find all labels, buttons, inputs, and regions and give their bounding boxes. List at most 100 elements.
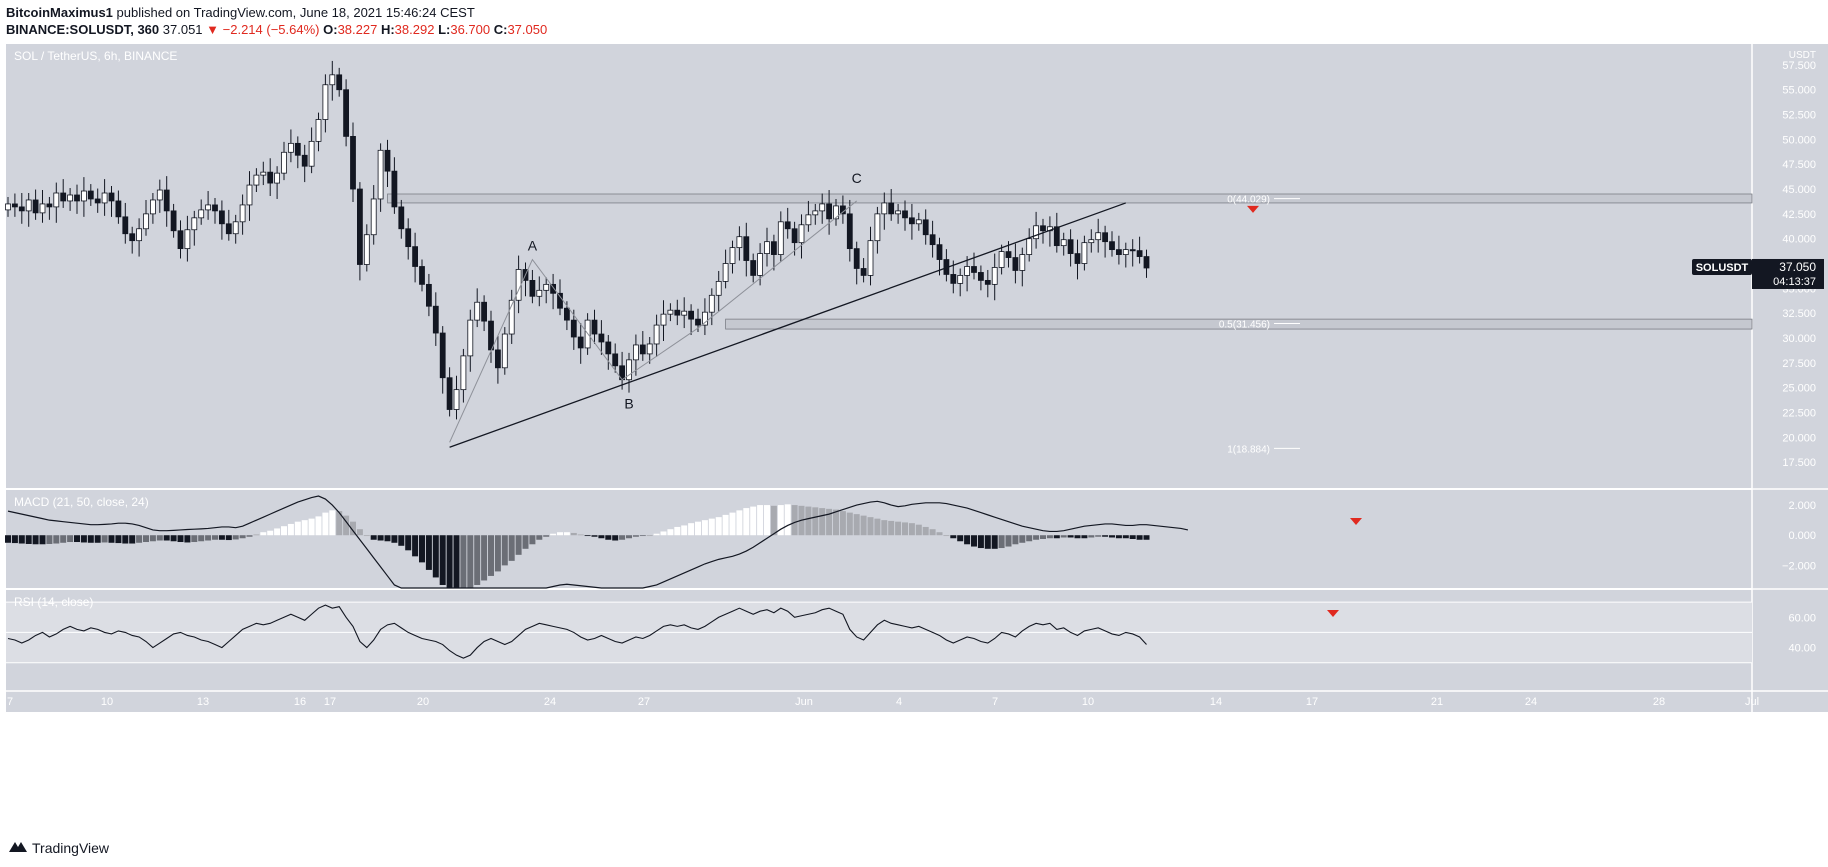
bullish-candle — [964, 266, 970, 276]
bearish-candle — [267, 171, 274, 184]
macd-histogram-bar — [218, 535, 225, 540]
macd-histogram-bar — [860, 515, 867, 536]
macd-histogram-bar — [895, 521, 902, 536]
bullish-candle — [287, 142, 294, 153]
bearish-candle — [570, 319, 577, 338]
macd-histogram-bar — [46, 535, 53, 544]
bearish-candle — [1040, 225, 1046, 232]
wave-label-a: A — [528, 238, 538, 254]
macd-histogram-bar — [915, 524, 922, 536]
rsi-axis-tick: 40.00 — [1788, 643, 1816, 655]
macd-histogram-bar — [971, 535, 977, 547]
macd-histogram-bar — [908, 523, 915, 536]
macd-histogram-bar — [32, 535, 39, 545]
macd-histogram-bar — [743, 508, 750, 536]
macd-histogram-bar — [508, 535, 515, 561]
bullish-candle — [149, 199, 156, 215]
symbol-label: BINANCE:SOLUSDT, 360 — [6, 22, 160, 37]
bullish-candle — [895, 210, 901, 215]
macd-histogram-bar — [391, 535, 398, 543]
bearish-candle — [605, 341, 612, 355]
macd-histogram-bar — [294, 521, 301, 536]
bearish-candle — [639, 344, 646, 355]
macd-histogram-bar — [39, 535, 46, 545]
bearish-candle — [163, 189, 170, 212]
bullish-candle — [5, 203, 11, 211]
macd-histogram-bar — [260, 532, 267, 536]
bearish-candle — [853, 248, 860, 269]
rsi-line — [7, 604, 1147, 659]
bearish-candle — [419, 266, 425, 285]
macd-histogram-bar — [1026, 535, 1033, 542]
macd-histogram-bar — [439, 535, 446, 585]
tradingview-logo-icon[interactable] — [8, 839, 28, 853]
macd-histogram-bar — [819, 508, 826, 536]
price-axis-tick: 47.500 — [1782, 159, 1816, 171]
macd-histogram-bar — [605, 535, 612, 540]
symbol-price-tag-text: SOLUSDT — [1696, 262, 1749, 274]
bearish-candle — [46, 203, 53, 208]
bearish-candle — [439, 332, 446, 379]
bearish-candle — [695, 318, 701, 326]
footer: TradingView — [0, 836, 400, 862]
bearish-candle — [170, 210, 177, 232]
bearish-candle — [115, 200, 122, 218]
bearish-candle — [577, 336, 584, 349]
bullish-candle — [281, 151, 287, 174]
bullish-candle — [874, 213, 881, 242]
macd-pane — [6, 490, 1752, 588]
price-axis-tick: 45.000 — [1782, 184, 1816, 196]
bullish-candle — [991, 267, 998, 285]
macd-histogram-bar — [626, 535, 632, 539]
bearish-candle — [1067, 239, 1074, 254]
macd-histogram-bar — [653, 533, 660, 536]
bullish-candle — [370, 198, 377, 236]
macd-histogram-bar — [977, 535, 984, 549]
macd-histogram-bar — [467, 535, 474, 588]
macd-histogram-bar — [1136, 535, 1143, 540]
price-axis-strip — [1752, 44, 1828, 712]
macd-histogram-bar — [384, 535, 391, 542]
price-axis-tick: 50.000 — [1782, 134, 1816, 146]
macd-histogram-bar — [274, 528, 281, 536]
fib-level-label: 0(44.029) — [1227, 195, 1270, 206]
macd-histogram-bar — [143, 535, 149, 543]
bearish-candle — [860, 268, 867, 276]
chart-header: BitcoinMaximus1 published on TradingView… — [0, 0, 1828, 44]
macd-histogram-bar — [301, 520, 308, 536]
macd-histogram-bar — [550, 533, 557, 536]
tradingview-brand[interactable]: TradingView — [32, 840, 110, 856]
macd-histogram-bar — [563, 532, 570, 536]
bearish-candle — [984, 279, 991, 285]
macd-histogram-bar — [80, 535, 87, 543]
bearish-candle — [909, 217, 915, 225]
price-axis-unit: USDT — [1789, 50, 1816, 61]
bullish-candle — [805, 214, 812, 226]
macd-histogram-bar — [805, 506, 812, 536]
author-name[interactable]: BitcoinMaximus1 — [6, 5, 113, 20]
chart-svg[interactable]: 17.500 20.000 22.500 25.000 27.500 30.000 32.5… — [0, 44, 1828, 830]
bullish-candle — [812, 210, 819, 216]
publish-info: published on TradingView.com, June 18, 2… — [112, 5, 475, 20]
bullish-candle — [25, 199, 32, 212]
macd-histogram-bar — [846, 512, 853, 536]
macd-histogram-bar — [267, 530, 274, 536]
wave-label-b: B — [624, 396, 633, 412]
bearish-candle — [11, 203, 18, 208]
macd-histogram-bar — [1053, 535, 1060, 539]
bullish-candle — [681, 310, 688, 316]
macd-histogram-bar — [1095, 535, 1102, 537]
bullish-candle — [764, 241, 770, 254]
bullish-candle — [239, 204, 246, 223]
macd-histogram-bar — [494, 535, 501, 572]
time-axis-strip — [6, 690, 1752, 712]
bullish-candle — [715, 280, 722, 296]
bearish-candle — [32, 199, 39, 214]
price-axis-tick: 17.500 — [1782, 457, 1816, 469]
bearish-candle — [888, 202, 895, 215]
chart-area[interactable]: 17.500 20.000 22.500 25.000 27.500 30.000 32.5… — [0, 44, 1828, 830]
last-price: 37.051 — [162, 22, 203, 37]
macd-histogram-bar — [660, 531, 667, 536]
macd-histogram-bar — [177, 535, 184, 543]
time-axis-tick: 28 — [1653, 696, 1665, 708]
